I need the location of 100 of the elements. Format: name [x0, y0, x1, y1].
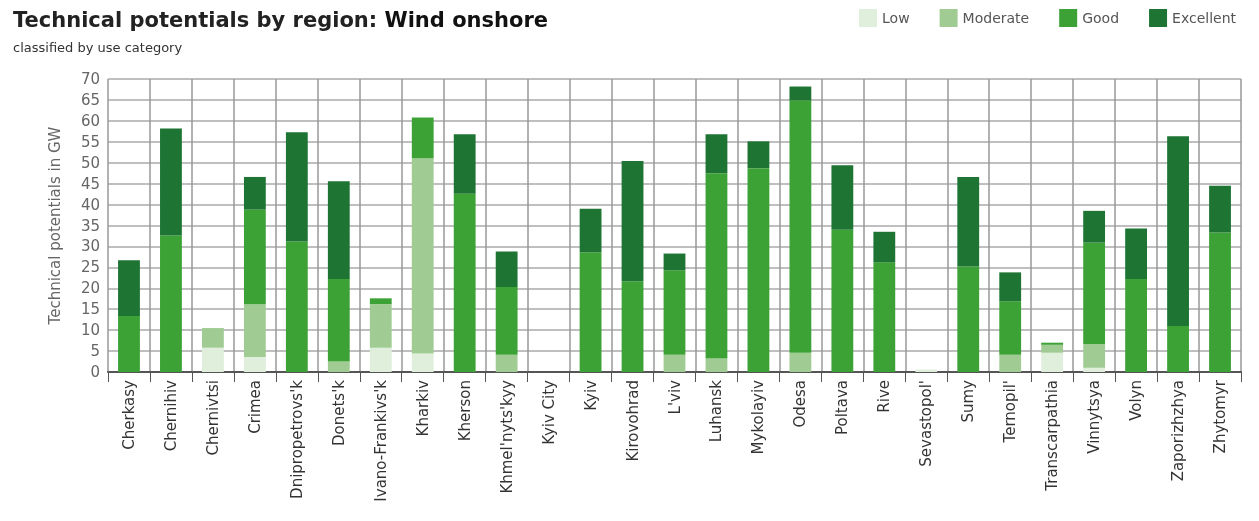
bar — [957, 266, 980, 372]
legend-label: Moderate — [962, 10, 1030, 26]
bar — [831, 229, 854, 372]
bar — [369, 347, 392, 372]
bar — [999, 301, 1022, 355]
bar — [957, 176, 980, 267]
y-tick-label: 15 — [80, 300, 100, 319]
bar — [369, 298, 392, 305]
bar — [1041, 344, 1064, 353]
bar — [243, 209, 266, 305]
y-tick-label: 60 — [80, 111, 100, 130]
y-tick-label: 50 — [80, 153, 100, 172]
x-tick-label: Kharkiv — [413, 379, 432, 437]
legend-label: Low — [882, 10, 910, 26]
bar — [1083, 367, 1106, 372]
bar — [621, 161, 644, 282]
bar — [579, 208, 602, 253]
bar — [160, 235, 182, 372]
x-tick-label: Odesa — [791, 380, 810, 428]
y-tick-label: 25 — [80, 258, 100, 277]
bar — [1209, 185, 1231, 233]
x-tick-label: Cherkasy — [119, 379, 138, 450]
bar — [243, 356, 266, 372]
bar — [1083, 210, 1106, 243]
x-tick-label: Chernivtsi — [203, 380, 222, 456]
bar — [705, 134, 728, 174]
y-tick-label: 65 — [80, 90, 100, 109]
bar — [1083, 343, 1106, 368]
x-tick-label: Mykolayiv — [749, 379, 768, 455]
x-tick-label: Khmel'nyts'kyy — [497, 379, 516, 494]
chart-subtitle: classified by use category — [13, 40, 183, 55]
bar — [327, 279, 350, 362]
x-tick-label: Ternopil' — [1001, 380, 1020, 444]
bar — [1167, 136, 1189, 326]
bar — [873, 262, 896, 372]
bar — [831, 165, 854, 230]
bar — [118, 315, 140, 372]
x-tick-label: Sevastopol' — [917, 380, 936, 467]
x-tick-label: Zaporizhzhya — [1169, 380, 1188, 482]
x-tick-label: Ivano-Frankivs'k — [371, 379, 390, 502]
y-tick-label: 0 — [90, 363, 100, 381]
bar — [369, 304, 392, 348]
bar — [663, 253, 686, 271]
bar — [663, 270, 686, 355]
legend-label: Excellent — [1172, 10, 1237, 26]
y-tick-label: 70 — [80, 70, 100, 88]
bar — [705, 173, 728, 359]
x-tick-label: Sumy — [959, 379, 978, 423]
x-tick-label: Kyiv — [581, 379, 600, 411]
x-tick-label: Kherson — [455, 380, 474, 442]
bar — [1083, 242, 1106, 344]
bar — [453, 134, 476, 194]
y-axis-title: Technical potentials in GW — [45, 126, 64, 326]
bar — [1041, 352, 1064, 372]
x-tick-label: Poltava — [833, 380, 852, 435]
y-tick-label: 40 — [80, 195, 100, 214]
bar — [747, 141, 770, 169]
x-tick-label: Volyn — [1127, 380, 1146, 421]
y-tick-label: 35 — [80, 216, 100, 235]
x-tick-label: Rive — [875, 380, 894, 413]
y-tick-label: 5 — [90, 342, 100, 361]
bar — [202, 328, 224, 348]
bar — [453, 193, 476, 372]
y-tick-label: 55 — [80, 132, 100, 151]
bar — [495, 287, 518, 355]
x-tick-label: Vinnytsya — [1085, 380, 1104, 454]
bar — [999, 354, 1022, 372]
bar — [243, 304, 266, 357]
x-tick-label: L'viv — [665, 379, 684, 415]
bar — [789, 86, 812, 101]
x-tick-label: Chernihiv — [161, 379, 180, 452]
bar — [285, 241, 308, 372]
bar — [873, 231, 896, 263]
x-tick-label: Kyiv City — [539, 379, 558, 445]
bar — [285, 132, 308, 242]
bar — [1167, 325, 1189, 372]
bar — [327, 361, 350, 372]
bar — [327, 181, 350, 280]
bar — [621, 281, 644, 372]
bar — [705, 358, 728, 372]
bar — [411, 353, 434, 372]
bar — [160, 128, 182, 236]
y-tick-label: 10 — [80, 321, 100, 340]
x-tick-label: Transcarpathia — [1043, 380, 1062, 492]
bar — [747, 168, 770, 372]
bar — [495, 354, 518, 372]
x-tick-label: Donets'k — [329, 379, 348, 446]
bar — [789, 100, 812, 353]
bar — [999, 272, 1022, 302]
bar — [1125, 228, 1147, 280]
bar — [789, 352, 812, 372]
chart-title: Technical potentials by region: Wind onshore — [13, 7, 549, 32]
x-tick-label: Luhansk — [707, 379, 726, 443]
y-tick-label: 45 — [80, 174, 100, 193]
bar — [202, 347, 224, 372]
x-tick-label: Crimea — [245, 380, 264, 434]
bar — [1041, 342, 1064, 345]
bar — [411, 117, 434, 159]
legend-label: Good — [1082, 10, 1120, 26]
bar — [1209, 232, 1231, 372]
